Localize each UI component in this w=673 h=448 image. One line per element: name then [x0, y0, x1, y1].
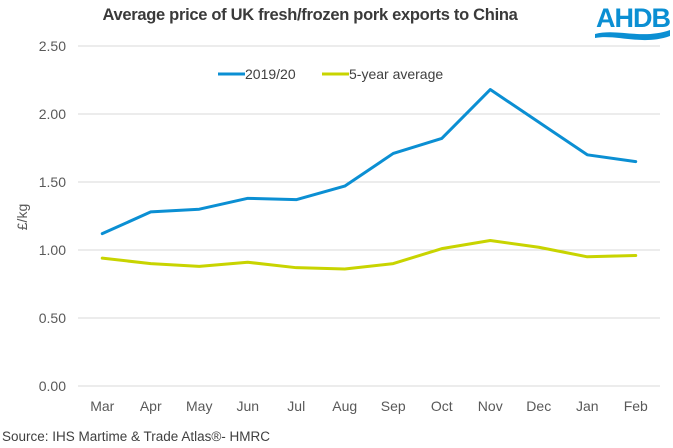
x-tick-label: Sep	[381, 398, 406, 414]
series-line-1	[100, 238, 638, 271]
y-axis-label: £/kg	[14, 204, 30, 230]
y-axis-ticks: 0.00 0.50 1.00 1.50 2.00 2.50	[39, 38, 66, 394]
legend-label: 5-year average	[349, 66, 443, 82]
x-tick-label: Mar	[90, 398, 114, 414]
logo-text: AHDB	[596, 3, 670, 33]
series-lines	[100, 88, 638, 271]
source-note: Source: IHS Martime & Trade Atlas®- HMRC	[2, 429, 271, 444]
legend: 2019/20 5-year average	[218, 66, 443, 82]
x-tick-label: Jun	[236, 398, 259, 414]
x-axis-ticks: Mar Apr May Jun Jul Aug Sep Oct Nov Dec Jan Feb	[90, 398, 648, 414]
y-tick-label: 0.50	[39, 310, 66, 326]
y-tick-label: 2.50	[39, 38, 66, 54]
y-tick-label: 2.00	[39, 106, 66, 122]
y-tick-label: 1.00	[39, 242, 66, 258]
legend-item: 2019/20	[218, 66, 296, 82]
y-tick-label: 0.00	[39, 378, 66, 394]
x-tick-label: Jul	[287, 398, 305, 414]
series-line-0	[100, 88, 638, 236]
x-tick-label: Apr	[140, 398, 162, 414]
y-tick-label: 1.50	[39, 174, 66, 190]
x-tick-label: Feb	[624, 398, 648, 414]
x-tick-label: May	[186, 398, 212, 414]
x-tick-label: Jan	[576, 398, 599, 414]
legend-label: 2019/20	[245, 66, 296, 82]
x-tick-label: Oct	[431, 398, 453, 414]
chart-title: Average price of UK fresh/frozen pork ex…	[102, 6, 518, 24]
gridlines	[78, 45, 660, 387]
ahdb-logo: AHDB	[595, 3, 671, 41]
logo-wave	[595, 30, 670, 41]
x-tick-label: Dec	[526, 398, 551, 414]
legend-item: 5-year average	[322, 66, 443, 82]
x-tick-label: Aug	[332, 398, 357, 414]
x-tick-label: Nov	[478, 398, 503, 414]
